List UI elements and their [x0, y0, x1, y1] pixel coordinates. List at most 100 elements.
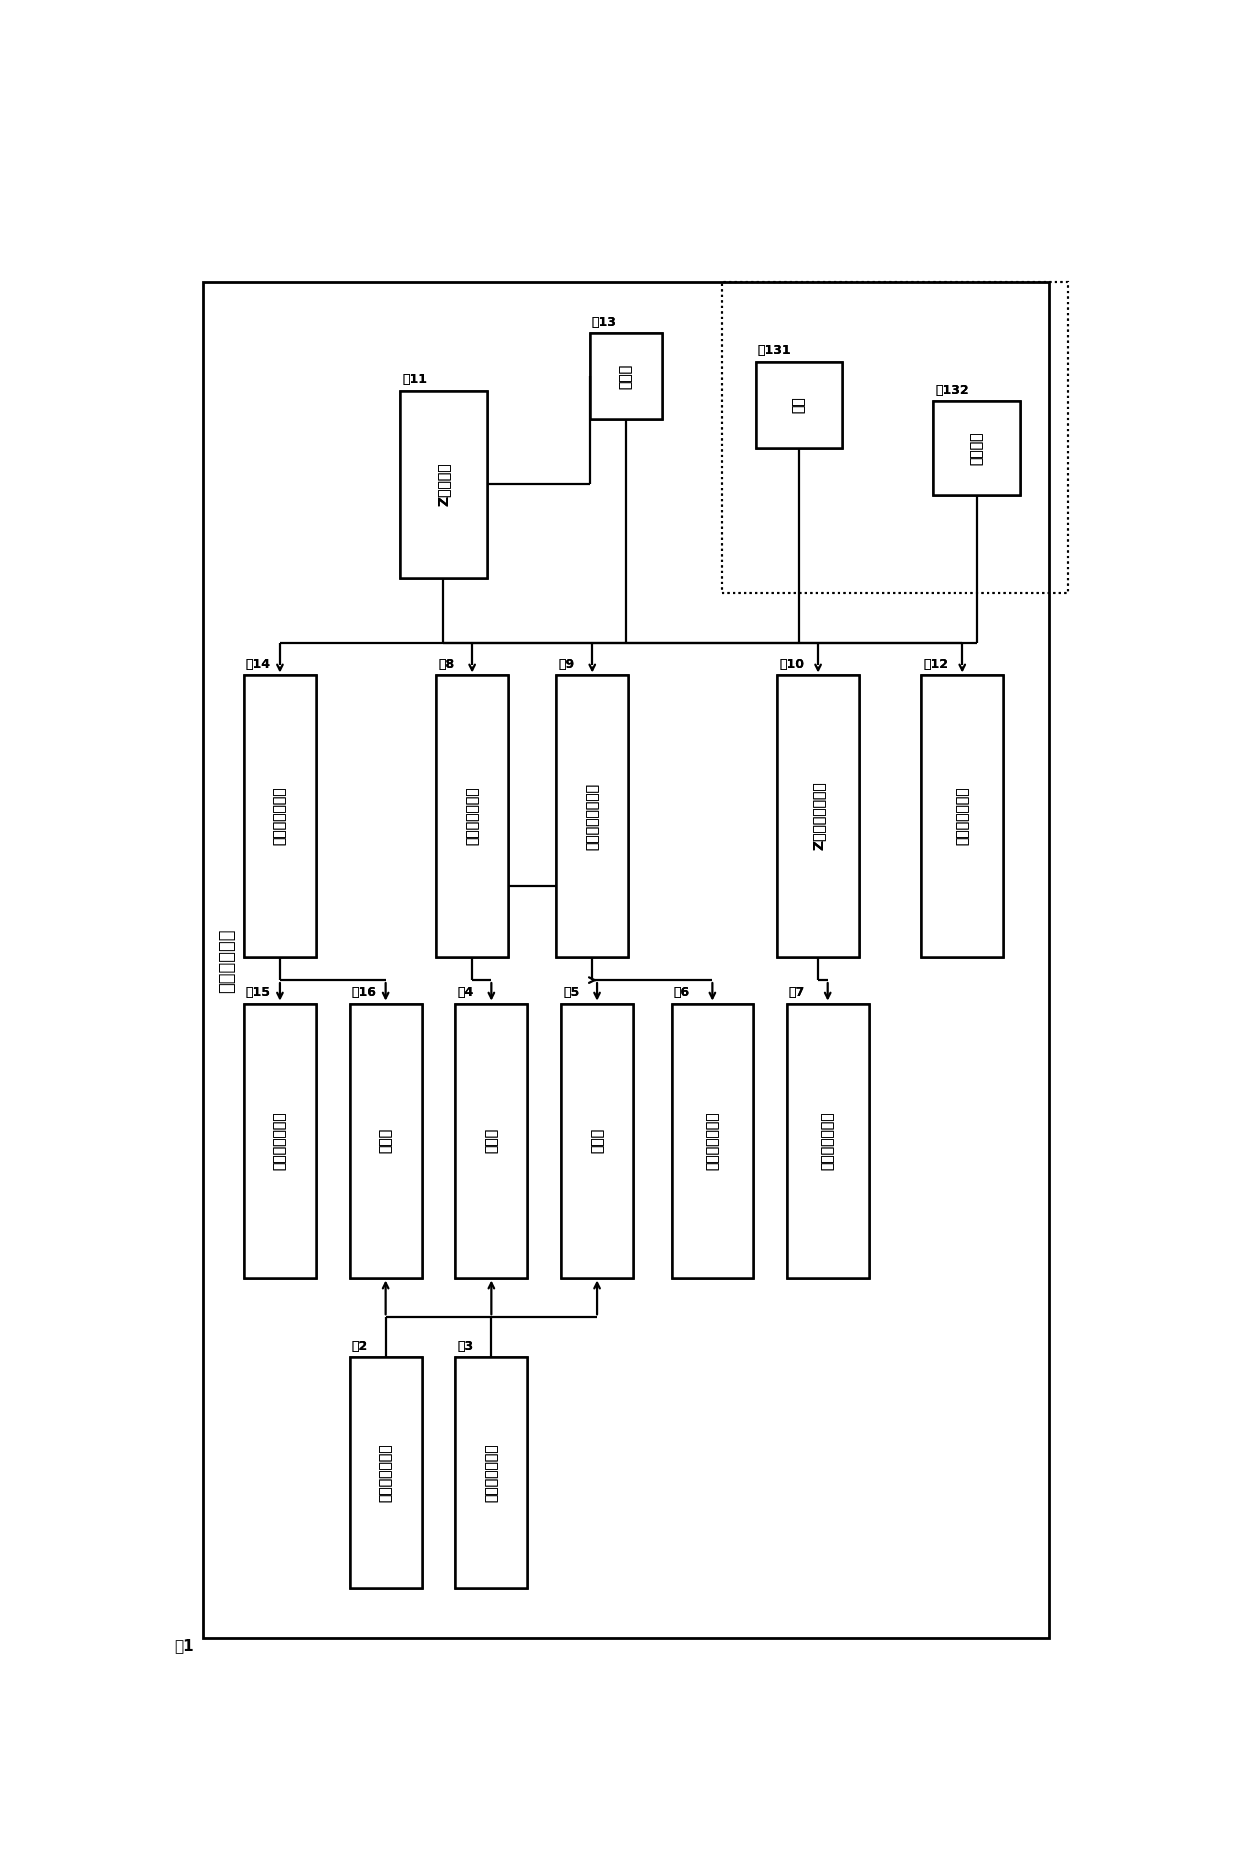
- Bar: [777, 676, 859, 957]
- Text: 〃12: 〃12: [924, 657, 949, 671]
- Bar: [722, 283, 1068, 592]
- Text: 〃10: 〃10: [779, 657, 805, 671]
- Bar: [672, 1004, 753, 1277]
- Bar: [722, 283, 1068, 592]
- Bar: [244, 1004, 316, 1277]
- Text: 比較部: 比較部: [590, 1128, 604, 1154]
- Bar: [557, 676, 629, 957]
- Text: 加工実績存储部: 加工実績存储部: [273, 1111, 286, 1171]
- Bar: [934, 401, 1019, 494]
- Text: 〃3: 〃3: [458, 1339, 474, 1352]
- Text: 電極: 電極: [792, 397, 806, 414]
- Text: 〃12: 〃12: [924, 657, 949, 671]
- Text: 〃14: 〃14: [246, 657, 270, 671]
- Text: 加工電源控制部: 加工電源控制部: [955, 787, 970, 845]
- Text: 〃11: 〃11: [402, 373, 427, 386]
- Text: 〃6: 〃6: [673, 987, 689, 998]
- Bar: [244, 676, 316, 957]
- Bar: [590, 333, 662, 420]
- Text: 〃16: 〃16: [351, 987, 377, 998]
- Text: 〃5: 〃5: [563, 987, 579, 998]
- Text: 〃13: 〃13: [591, 315, 616, 328]
- Text: 〃7: 〃7: [789, 987, 805, 998]
- Bar: [672, 1004, 753, 1277]
- Bar: [455, 1356, 527, 1588]
- Bar: [350, 1356, 422, 1588]
- Text: 〃6: 〃6: [673, 987, 689, 998]
- Text: 放電脈冲検測部: 放電脈冲検測部: [465, 787, 479, 845]
- Text: 〃10: 〃10: [779, 657, 805, 671]
- Text: 〃132: 〃132: [935, 384, 968, 397]
- Text: 放電脈冲数累計部: 放電脈冲数累計部: [585, 783, 599, 850]
- Text: Z軸電動機: Z軸電動機: [436, 463, 450, 506]
- Text: 抬升参数調整部: 抬升参数調整部: [706, 1111, 719, 1171]
- Bar: [455, 1356, 527, 1588]
- Bar: [401, 391, 486, 579]
- Bar: [557, 676, 629, 957]
- Text: 加工条件輸入部: 加工条件輸入部: [485, 1442, 498, 1502]
- Text: 〃2: 〃2: [351, 1339, 368, 1352]
- Text: 〃11: 〃11: [402, 373, 427, 386]
- Text: 〃9: 〃9: [558, 657, 574, 671]
- Text: Z軸電動機控制部: Z軸電動機控制部: [811, 781, 825, 850]
- Text: 更新部: 更新部: [378, 1128, 393, 1154]
- Bar: [934, 401, 1019, 494]
- Text: 〃131: 〃131: [758, 345, 791, 358]
- Bar: [787, 1004, 868, 1277]
- Text: 〃8: 〃8: [438, 657, 454, 671]
- Text: 〃16: 〃16: [351, 987, 377, 998]
- Text: 被加工物: 被加工物: [970, 431, 983, 465]
- Text: 放電加工装置: 放電加工装置: [218, 927, 236, 993]
- Bar: [755, 361, 842, 448]
- Text: 抬升参数調整部: 抬升参数調整部: [706, 1111, 719, 1171]
- Text: 電極: 電極: [792, 397, 806, 414]
- Bar: [921, 676, 1003, 957]
- Text: 〃4: 〃4: [458, 987, 474, 998]
- Text: 〃2: 〃2: [351, 1339, 368, 1352]
- Bar: [921, 676, 1003, 957]
- Bar: [350, 1004, 422, 1277]
- Text: 〃5: 〃5: [563, 987, 579, 998]
- Text: 〃14: 〃14: [246, 657, 270, 671]
- Text: 比較部: 比較部: [590, 1128, 604, 1154]
- Text: Z軸電動機: Z軸電動機: [436, 463, 450, 506]
- Text: 放電脈冲検測部: 放電脈冲検測部: [465, 787, 479, 845]
- Bar: [777, 676, 859, 957]
- Text: 被加工物: 被加工物: [970, 431, 983, 465]
- Bar: [350, 1004, 422, 1277]
- Text: 加工電源控制部: 加工電源控制部: [955, 787, 970, 845]
- Text: 〃3: 〃3: [458, 1339, 474, 1352]
- Text: 放電脈冲数累計部: 放電脈冲数累計部: [585, 783, 599, 850]
- Text: 〃8: 〃8: [438, 657, 454, 671]
- Text: 〃7: 〃7: [789, 987, 805, 998]
- Bar: [590, 333, 662, 420]
- Text: 〃1: 〃1: [174, 1639, 193, 1654]
- Text: 〃9: 〃9: [558, 657, 574, 671]
- Text: 材料信息輸入部: 材料信息輸入部: [378, 1442, 393, 1502]
- Bar: [350, 1356, 422, 1588]
- Bar: [787, 1004, 868, 1277]
- Bar: [436, 676, 508, 957]
- Text: 〃15: 〃15: [246, 987, 270, 998]
- Text: 存储部: 存储部: [485, 1128, 498, 1154]
- Bar: [455, 1004, 527, 1277]
- Text: 抬升動作控制部: 抬升動作控制部: [821, 1111, 835, 1171]
- Bar: [455, 1004, 527, 1277]
- Bar: [560, 1004, 634, 1277]
- Text: 更新部: 更新部: [378, 1128, 393, 1154]
- Text: Z軸電動機控制部: Z軸電動機控制部: [811, 781, 825, 850]
- Bar: [401, 391, 486, 579]
- Text: 抬升動作控制部: 抬升動作控制部: [821, 1111, 835, 1171]
- Bar: [244, 676, 316, 957]
- Bar: [244, 1004, 316, 1277]
- Bar: [203, 283, 1049, 1639]
- Text: 加工速度計算部: 加工速度計算部: [273, 787, 286, 845]
- Text: 加工部: 加工部: [619, 363, 632, 390]
- Text: 存储部: 存储部: [485, 1128, 498, 1154]
- Text: 加工実績存储部: 加工実績存储部: [273, 1111, 286, 1171]
- Text: 〃131: 〃131: [758, 345, 791, 358]
- Bar: [560, 1004, 634, 1277]
- Text: 材料信息輸入部: 材料信息輸入部: [378, 1442, 393, 1502]
- Text: 〃4: 〃4: [458, 987, 474, 998]
- Text: 〃132: 〃132: [935, 384, 968, 397]
